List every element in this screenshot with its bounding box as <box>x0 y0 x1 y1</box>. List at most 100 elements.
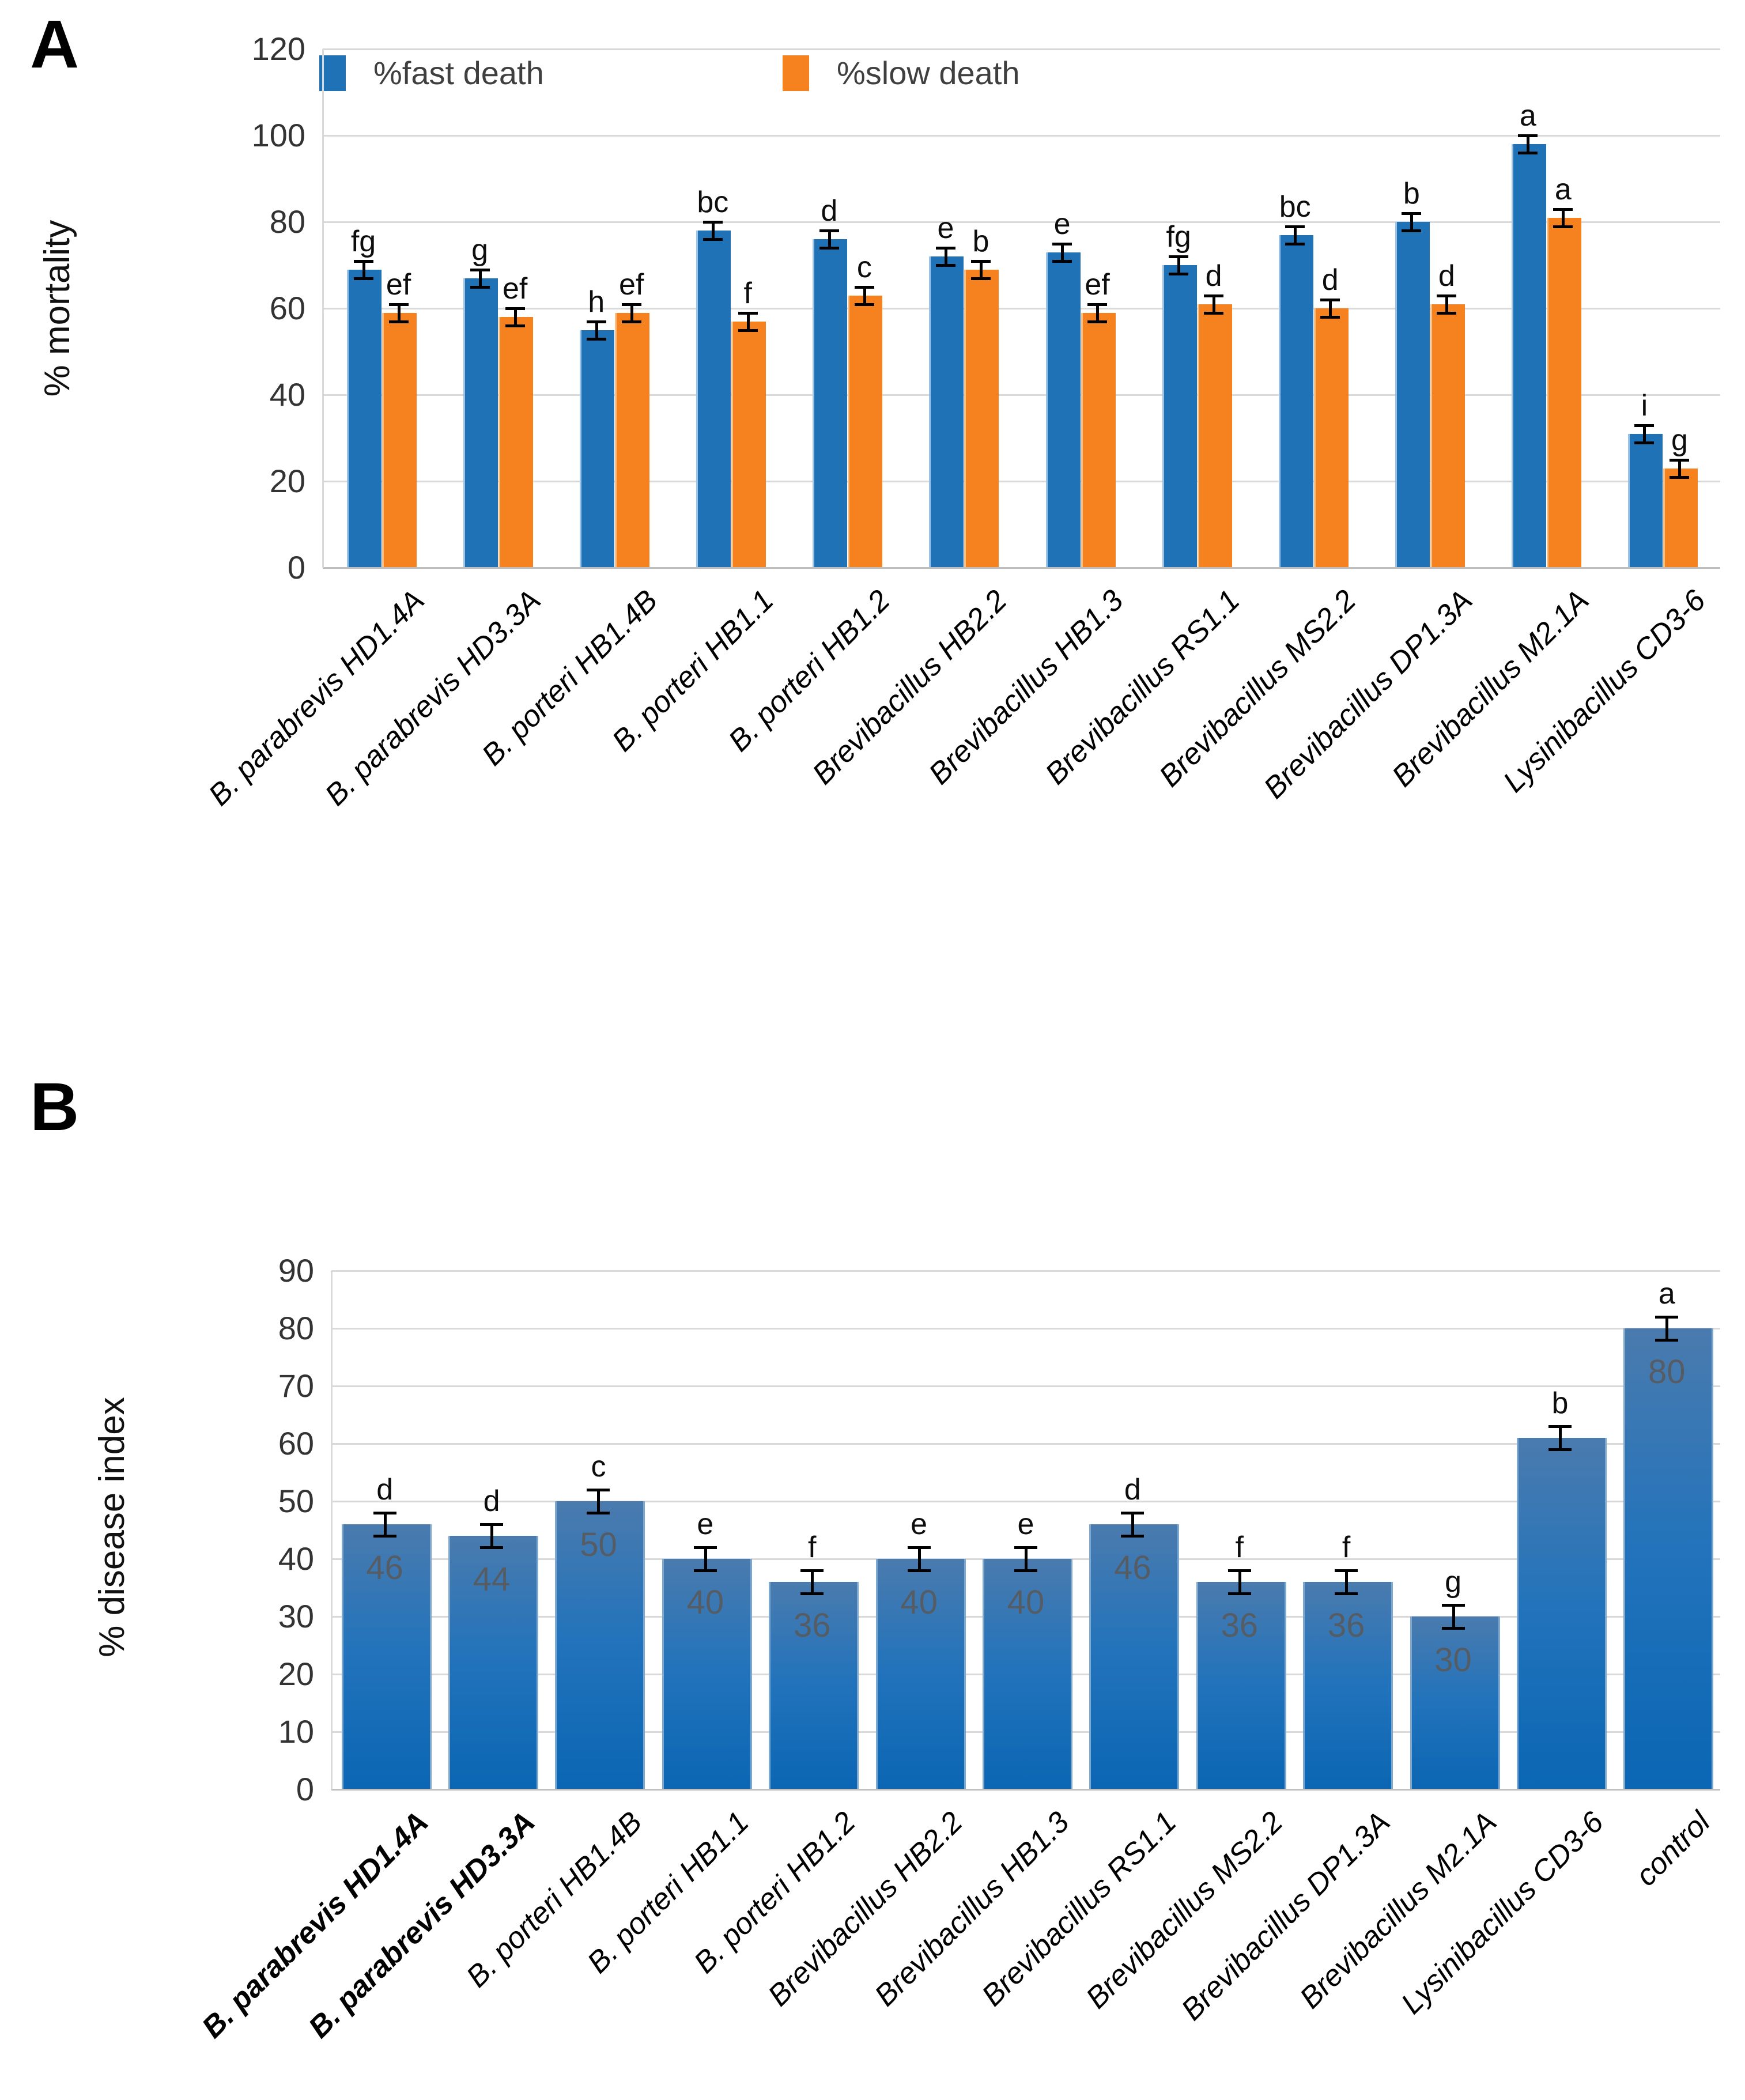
error-bar-cap-top <box>800 1569 824 1572</box>
error-bar-cap-bottom <box>738 328 758 332</box>
significance-letter: bc <box>697 186 729 219</box>
bar-disease-index <box>1089 1524 1180 1789</box>
gridline-y120 <box>323 48 1720 50</box>
bar-fast-death <box>929 256 964 567</box>
x-category-label: Lysinibacillus CD3-6 <box>1497 583 1712 799</box>
error-bar-cap-bottom <box>1121 1535 1145 1538</box>
error-bar-cap-bottom <box>907 1569 931 1572</box>
significance-letter: d <box>1124 1473 1141 1506</box>
error-bar-cap-bottom <box>935 264 955 267</box>
significance-letter: f <box>807 1531 817 1564</box>
bar-value-label: 40 <box>686 1584 724 1621</box>
x-category-label: Brevibacillus MS2.2 <box>1153 583 1363 794</box>
error-bar-cap-top <box>1169 255 1189 258</box>
x-category-label: Brevibacillus DP1.3A <box>1257 583 1479 806</box>
significance-letter: f <box>1235 1531 1244 1564</box>
significance-letter: e <box>1017 1508 1034 1541</box>
bar-slow-death <box>1313 308 1349 567</box>
significance-letter: bc <box>1279 190 1311 224</box>
error-bar-cap-top <box>505 307 525 310</box>
error-bar-cap-top <box>373 1512 396 1514</box>
bar-fast-death <box>1627 433 1663 567</box>
error-bar-line <box>979 260 983 278</box>
significance-letter: fg <box>350 224 376 258</box>
significance-letter: i <box>1641 388 1648 422</box>
bar-value-label: 46 <box>1114 1549 1151 1587</box>
bar-slow-death <box>382 312 417 567</box>
error-bar-cap-bottom <box>693 1569 717 1572</box>
y-tick-label: 30 <box>278 1598 314 1634</box>
error-bar-line <box>1452 1605 1455 1628</box>
y-tick-label: 60 <box>269 290 305 326</box>
bar-fast-death <box>1162 265 1197 567</box>
error-bar-cap-bottom <box>480 1546 504 1549</box>
error-bar-line <box>490 1524 494 1547</box>
bar-slow-death <box>615 312 650 567</box>
error-bar-line <box>597 1490 600 1513</box>
y-tick-label: 0 <box>287 549 305 586</box>
bar-value-label: 44 <box>473 1561 511 1598</box>
gridline-y80 <box>331 1328 1720 1330</box>
significance-letter: d <box>483 1485 500 1518</box>
significance-letter: c <box>856 250 872 284</box>
bar-slow-death <box>1081 312 1116 567</box>
x-category-label: Brevibacillus RS1.1 <box>975 1805 1183 2013</box>
error-bar-line <box>944 248 947 265</box>
x-category-label: Lysinibacillus CD3-6 <box>1395 1805 1610 2021</box>
error-bar-cap-bottom <box>1014 1569 1037 1572</box>
bar-disease-index <box>341 1524 432 1789</box>
x-category-label: B. parabrevis HD1.4A <box>202 583 431 813</box>
significance-letter: ef <box>386 267 411 301</box>
error-bar-cap-top <box>907 1546 931 1549</box>
bar-value-label: 30 <box>1434 1641 1472 1679</box>
error-bar-cap-bottom <box>505 324 525 327</box>
gridline-y80 <box>323 221 1720 223</box>
error-bar-cap-bottom <box>1441 1627 1465 1630</box>
error-bar-line <box>1678 459 1682 477</box>
error-bar-line <box>1294 226 1297 244</box>
significance-letter: f <box>1342 1531 1351 1564</box>
bar-value-label: 46 <box>366 1549 403 1587</box>
error-bar-cap-bottom <box>1553 225 1573 228</box>
legend-swatch-slow-death <box>783 55 809 91</box>
error-bar-cap-top <box>935 247 955 250</box>
gridline-y20 <box>323 481 1720 482</box>
error-bar-cap-top <box>970 259 991 263</box>
significance-letter: a <box>1519 99 1536 133</box>
bar-value-label: 80 <box>1648 1353 1686 1391</box>
significance-letter: d <box>1205 259 1222 293</box>
error-bar-line <box>1527 135 1530 153</box>
error-bar-line <box>1025 1547 1028 1570</box>
bar-slow-death <box>1546 217 1581 567</box>
gridline-y60 <box>331 1443 1720 1445</box>
significance-letter: ef <box>1085 267 1110 301</box>
error-bar-cap-bottom <box>621 320 641 323</box>
error-bar-cap-bottom <box>1227 1592 1251 1595</box>
bar-disease-index <box>769 1582 859 1789</box>
error-bar-line <box>595 321 598 339</box>
error-bar-cap-top <box>480 1523 504 1526</box>
y-tick-label: 40 <box>269 376 305 413</box>
bar-slow-death <box>731 321 766 567</box>
bar-fast-death <box>1395 222 1430 567</box>
significance-letter: b <box>1403 177 1420 210</box>
bar-disease-index <box>1303 1582 1393 1789</box>
error-bar-cap-top <box>1227 1569 1251 1572</box>
significance-letter: d <box>1321 263 1339 297</box>
y-tick-label: 0 <box>296 1771 314 1807</box>
x-category-label: B. parabrevis HD3.3A <box>319 583 547 813</box>
y-tick-label: 40 <box>278 1540 314 1577</box>
y-tick-label: 60 <box>278 1425 314 1461</box>
error-bar-cap-top <box>1320 299 1340 301</box>
significance-letter: e <box>937 211 954 245</box>
error-bar-line <box>1643 425 1646 443</box>
error-bar-line <box>1061 243 1064 261</box>
significance-letter: c <box>591 1450 606 1483</box>
bar-slow-death <box>1197 304 1232 567</box>
error-bar-cap-top <box>1052 242 1072 245</box>
error-bar-line <box>362 260 365 278</box>
x-category-label: Brevibacillus HB1.3 <box>922 583 1130 791</box>
error-bar-cap-top <box>353 259 373 263</box>
error-bar-line <box>1345 1570 1349 1593</box>
error-bar-cap-top <box>1014 1546 1037 1549</box>
